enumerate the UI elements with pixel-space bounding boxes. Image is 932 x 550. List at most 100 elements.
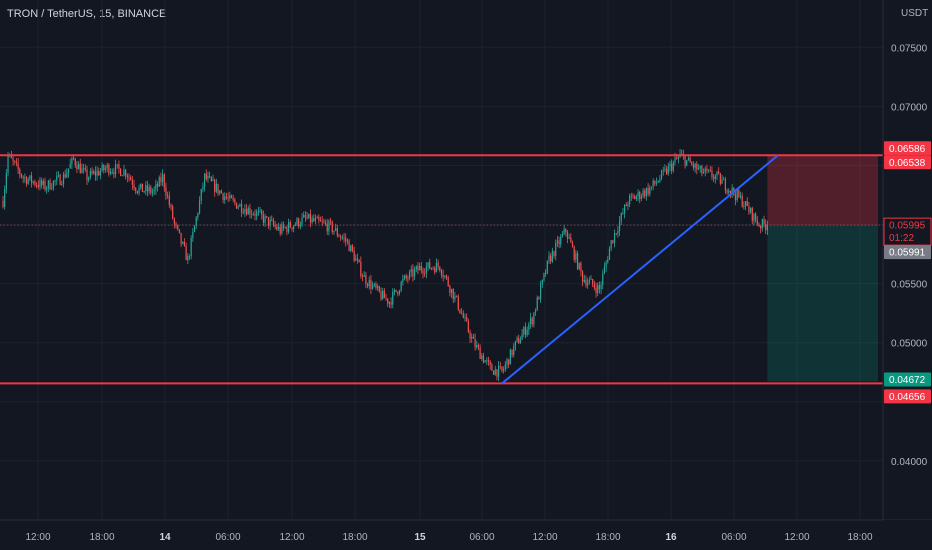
candle [555, 239, 557, 261]
symbol-title[interactable]: TRON / TetherUS, 15, BINANCE [7, 8, 167, 20]
stop-loss-zone[interactable] [767, 155, 878, 226]
candle [227, 192, 229, 203]
candle [296, 217, 298, 227]
candle [491, 362, 493, 371]
candle [736, 189, 738, 203]
take-profit-price-badge[interactable]: 0.04672 [884, 372, 931, 387]
candle [691, 161, 693, 167]
candle [99, 168, 102, 180]
candle [340, 234, 342, 242]
candle [37, 180, 39, 190]
candle [111, 168, 113, 175]
candle [281, 221, 283, 236]
candle [67, 168, 70, 178]
candle [405, 273, 407, 282]
candle [284, 226, 286, 229]
candle [583, 274, 585, 284]
candle [214, 178, 216, 197]
candle [385, 293, 387, 301]
candle [36, 182, 38, 189]
candle [222, 192, 224, 204]
candle [378, 285, 380, 293]
candle [358, 259, 360, 263]
candle [702, 168, 705, 174]
candle [741, 192, 743, 208]
candle [146, 180, 149, 197]
candle [546, 260, 548, 275]
candle [309, 209, 312, 228]
candle [659, 174, 661, 183]
candle [303, 211, 305, 218]
svg-text:0.06538: 0.06538 [889, 158, 926, 169]
candle [571, 240, 574, 248]
entry-price-badge[interactable]: 0.05991 [884, 245, 931, 260]
candle [114, 159, 117, 178]
take-profit-zone[interactable] [767, 225, 878, 382]
candle [602, 269, 604, 290]
candle [328, 219, 330, 236]
candle [513, 343, 515, 358]
resistance-price-badge[interactable]: 0.06586 [884, 141, 931, 156]
candle [531, 316, 533, 328]
candle [178, 228, 180, 234]
candle [758, 222, 760, 228]
candle [319, 216, 322, 222]
candle [511, 349, 513, 358]
candle [271, 215, 273, 222]
settings-corner[interactable] [883, 520, 932, 550]
candle [52, 180, 54, 191]
candle [259, 207, 261, 213]
support-price-badge[interactable]: 0.04656 [884, 389, 931, 404]
candle [200, 188, 202, 205]
candle [103, 164, 105, 174]
candle [442, 269, 444, 282]
candle [168, 191, 170, 208]
candle [150, 185, 152, 196]
candle [763, 215, 765, 228]
candle [343, 232, 345, 243]
price-tick-label: 0.04000 [891, 457, 928, 468]
candle [24, 173, 26, 183]
time-tick-label: 18:00 [847, 532, 872, 543]
candle [708, 169, 710, 173]
candle [54, 179, 56, 186]
candle [180, 232, 182, 248]
candle [44, 177, 46, 192]
candle [550, 253, 552, 264]
candle [600, 281, 602, 295]
candle [566, 230, 569, 244]
candle [456, 295, 458, 298]
candle [652, 178, 654, 191]
candle [660, 169, 663, 181]
candle [330, 217, 332, 226]
candle [313, 214, 315, 222]
candle [262, 210, 264, 227]
stop-loss-price-badge[interactable]: 0.06538 [884, 155, 931, 170]
candle [29, 175, 31, 182]
candle [370, 274, 372, 295]
candle [713, 173, 715, 183]
candle [498, 361, 500, 381]
candle [193, 225, 196, 233]
candle [634, 194, 636, 200]
time-tick-label: 06:00 [721, 532, 746, 543]
candle [360, 256, 362, 279]
candle [242, 208, 244, 215]
candle [128, 173, 130, 182]
candle [565, 228, 567, 237]
time-tick-label: 12:00 [784, 532, 809, 543]
candle [47, 179, 49, 193]
time-axis[interactable]: 12:00 18:00 14 06:00 12:00 18:00 15 06:00 12:00 1… [0, 519, 932, 550]
trend-line[interactable] [501, 154, 779, 385]
candle [724, 177, 726, 194]
candle [753, 213, 755, 226]
candle [701, 164, 703, 177]
candle [356, 253, 359, 264]
svg-text:0.05991: 0.05991 [889, 248, 926, 259]
candle [766, 220, 768, 236]
candle [345, 233, 347, 247]
price-axis[interactable]: USDT 0.07500 0.07000 0.05500 0.05000 0.04000… [882, 0, 932, 520]
candle [744, 200, 747, 211]
